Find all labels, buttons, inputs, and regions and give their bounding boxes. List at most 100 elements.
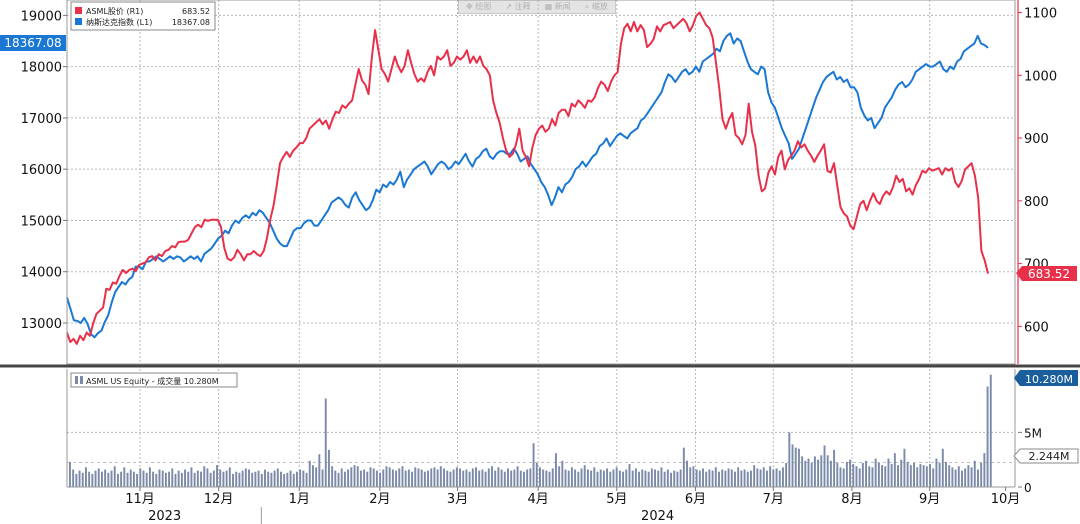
left-tick-label: 13000 — [21, 317, 62, 332]
legend-nasdaq-value: 18367.08 — [172, 18, 210, 27]
volume-bar — [174, 473, 177, 487]
volume-bar — [88, 471, 91, 487]
volume-bar — [78, 470, 81, 487]
volume-bar — [909, 465, 912, 487]
volume-bar — [164, 472, 167, 487]
volume-bar — [462, 470, 465, 487]
volume-bar — [97, 468, 100, 487]
volume-bar — [318, 454, 321, 487]
asml-legend-swatch — [75, 7, 82, 14]
volume-bar — [554, 453, 557, 487]
volume-bar — [868, 466, 871, 487]
volume-bar — [545, 470, 548, 487]
volume-bar — [228, 467, 231, 487]
month-tick-label: 3月 — [447, 492, 468, 507]
volume-bar — [638, 471, 641, 487]
volume-bar — [484, 471, 487, 487]
volume-bar — [116, 473, 119, 487]
volume-bar — [519, 470, 522, 487]
volume-bar — [401, 466, 404, 487]
volume-bar — [759, 469, 762, 487]
volume-bar — [542, 469, 545, 487]
toolbar-zoom-button[interactable]: ⌕ 缩放 — [584, 2, 608, 11]
volume-bar — [203, 466, 206, 487]
month-tick-label: 5月 — [606, 492, 627, 507]
volume-bar — [471, 468, 474, 487]
volume-bar — [356, 466, 359, 487]
chart-toolbar[interactable]: ✥ 绘图 ↗ 注释 ▦ 新闻 ⌕ 缩放 — [458, 0, 616, 14]
volume-bar — [631, 470, 634, 487]
volume-bar — [644, 470, 647, 487]
volume-bar — [478, 470, 481, 487]
volume-bar — [957, 466, 960, 487]
toolbar-annotate-button[interactable]: ↗ 注释 — [505, 2, 531, 11]
volume-bar — [430, 468, 433, 487]
volume-bar — [321, 469, 324, 487]
volume-bar — [219, 469, 222, 487]
volume-bar — [180, 472, 183, 487]
volume-bar — [225, 470, 228, 487]
month-tick-label: 11月 — [125, 492, 155, 507]
volume-bar — [481, 469, 484, 487]
volume-bar — [842, 468, 845, 487]
year-tick-label: 2023 — [148, 509, 181, 524]
right-tick-label: 1100 — [1024, 7, 1057, 22]
volume-bar — [727, 468, 730, 487]
toolbar-news-button[interactable]: ▦ 新闻 — [544, 2, 571, 11]
volume-bar — [606, 468, 609, 487]
volume-bar — [702, 468, 704, 487]
volume-bar — [980, 462, 983, 487]
volume-bar — [753, 465, 756, 487]
toolbar-draw-button[interactable]: ✥ 绘图 — [466, 2, 492, 11]
volume-bar — [766, 470, 768, 487]
volume-bar — [216, 465, 218, 487]
volume-tick-label: 0 — [1024, 481, 1032, 495]
volume-bar — [567, 470, 570, 487]
volume-bar — [983, 453, 986, 487]
volume-bar — [171, 468, 174, 487]
volume-legend-swatch — [75, 376, 78, 384]
volume-bar — [769, 466, 772, 487]
volume-bar — [602, 470, 605, 487]
volume-bar — [670, 472, 672, 487]
volume-bar — [913, 462, 915, 487]
volume-bar — [890, 464, 893, 487]
volume-bar — [327, 449, 330, 487]
volume-bar — [785, 462, 788, 487]
volume-bar — [302, 470, 305, 487]
volume-bar — [810, 462, 813, 487]
left-tick-label: 19000 — [21, 9, 62, 24]
volume-bar — [612, 469, 615, 487]
volume-bar — [532, 443, 535, 487]
volume-bar — [973, 460, 976, 487]
volume-bar — [829, 460, 832, 487]
volume-bar — [337, 472, 340, 487]
volume-bar — [871, 467, 874, 487]
volume-bar — [893, 453, 896, 487]
volume-bar — [161, 470, 164, 487]
volume-bar — [935, 458, 938, 487]
volume-bar — [778, 470, 781, 487]
volume-bar — [615, 467, 618, 487]
volume-bar — [583, 465, 586, 487]
volume-bar — [791, 444, 794, 487]
volume-bar — [347, 469, 350, 487]
volume-bar — [861, 462, 864, 487]
volume-bar — [692, 466, 695, 487]
volume-bar — [439, 466, 442, 487]
volume-bar — [81, 472, 84, 487]
volume-bar — [964, 468, 967, 487]
volume-bar — [929, 464, 931, 487]
volume-bar — [698, 470, 701, 487]
volume-bar — [977, 469, 979, 487]
volume-bar — [794, 447, 797, 487]
volume-bar — [359, 470, 362, 487]
volume-bar — [264, 469, 266, 487]
volume-bar — [196, 470, 199, 487]
volume-bar — [487, 468, 490, 487]
volume-bar — [666, 469, 669, 487]
volume-bar — [343, 471, 346, 487]
volume-bar — [503, 471, 506, 487]
volume-bar — [916, 467, 919, 487]
